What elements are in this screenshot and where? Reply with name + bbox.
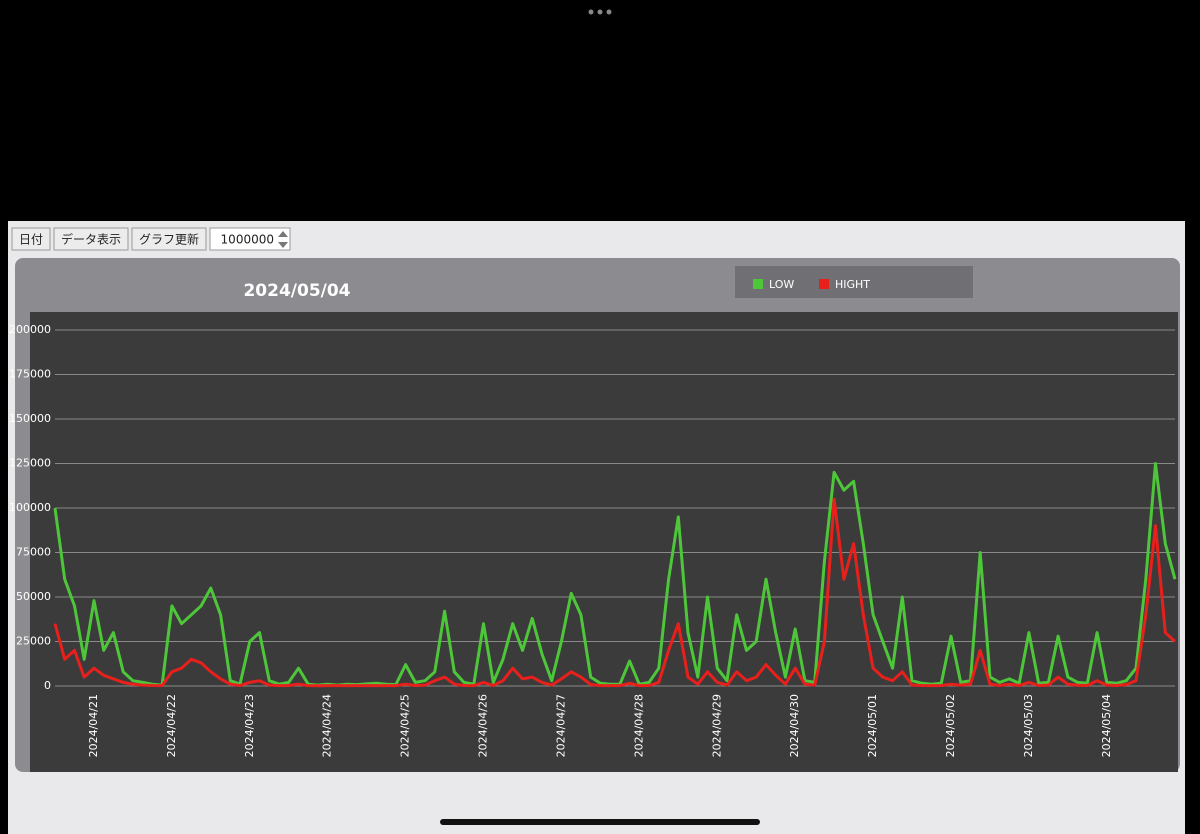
legend-swatch [819, 279, 829, 289]
series-line [53, 497, 1177, 688]
y-tick-label: 0 [44, 679, 51, 692]
x-tick-label: 2024/04/28 [632, 694, 645, 757]
chart: 0 25000 50000 75000 100000 125000 150000 175000… [9, 278, 1177, 757]
y-tick-label: 200000 [9, 323, 51, 336]
dot [597, 9, 603, 15]
x-tick-label: 2024/05/02 [944, 694, 957, 757]
legend-label: LOW [769, 278, 794, 291]
x-tick-label: 2024/05/01 [866, 694, 879, 757]
button-label[interactable]: 日付 [19, 233, 43, 247]
x-tick-label: 2024/04/26 [477, 694, 490, 757]
button[interactable] [131, 227, 207, 251]
toolbar: 日付 データ表示 グラフ更新 1000000 [11, 227, 291, 251]
number-input[interactable] [209, 227, 291, 251]
button[interactable] [11, 227, 51, 251]
y-tick-label: 25000 [16, 635, 51, 648]
dot [606, 9, 612, 15]
button-label[interactable]: グラフ更新 [139, 232, 199, 247]
x-tick-label: 2024/04/21 [87, 694, 100, 757]
button[interactable] [53, 227, 129, 251]
x-tick-label: 2024/04/30 [788, 694, 801, 757]
y-tick-label: 150000 [9, 412, 51, 425]
x-tick-label: 2024/04/29 [710, 694, 723, 757]
x-tick-label: 2024/05/04 [1100, 694, 1113, 757]
y-tick-label: 50000 [16, 590, 51, 603]
y-tick-label: 75000 [16, 546, 51, 559]
dot [588, 9, 594, 15]
y-tick-label: 175000 [9, 368, 51, 381]
y-tick-label: 100000 [9, 501, 51, 514]
y-tick-label: 125000 [9, 457, 51, 470]
legend [735, 266, 973, 298]
chart-title: 2024/05/04 [243, 281, 350, 301]
x-tick-label: 2024/04/27 [554, 694, 567, 757]
legend-label: HIGHT [835, 278, 870, 291]
x-tick-label: 2024/04/22 [165, 694, 178, 757]
spinner[interactable] [278, 231, 288, 248]
plot-panel [30, 312, 1178, 772]
legend-swatch [753, 279, 763, 289]
button-label[interactable]: データ表示 [61, 232, 121, 247]
x-tick-label: 2024/05/03 [1022, 694, 1035, 757]
x-tick-label: 2024/04/25 [399, 694, 412, 757]
x-tick-label: 2024/04/24 [321, 694, 334, 757]
number-input-value[interactable]: 1000000 [221, 233, 274, 247]
home-indicator [440, 819, 760, 825]
x-tick-label: 2024/04/23 [243, 694, 256, 757]
